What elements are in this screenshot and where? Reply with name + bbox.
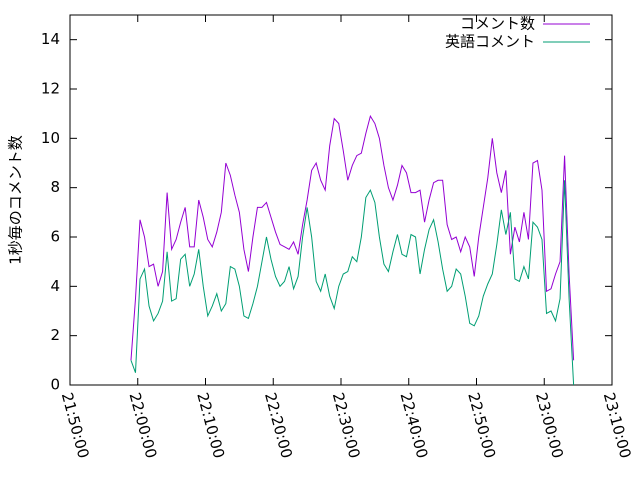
y-tick-label: 14 <box>41 30 60 48</box>
series-line <box>130 114 575 361</box>
x-tick-label: 22:40:00 <box>397 391 432 461</box>
x-tick-label: 22:30:00 <box>329 391 364 461</box>
x-tick-label: 23:00:00 <box>532 391 567 461</box>
y-tick-label: 6 <box>50 228 60 246</box>
y-tick-label: 12 <box>41 80 60 98</box>
x-tick-label: 22:50:00 <box>464 391 499 461</box>
series-line <box>130 180 575 386</box>
y-tick-label: 10 <box>41 129 60 147</box>
x-tick-label: 22:20:00 <box>261 391 296 461</box>
x-tick-label: 22:00:00 <box>126 391 161 461</box>
legend-label: 英語コメント <box>445 33 535 51</box>
y-tick-label: 0 <box>50 376 60 394</box>
x-tick-label: 22:10:00 <box>193 391 228 461</box>
x-tick-label: 23:10:00 <box>600 391 635 461</box>
y-tick-label: 4 <box>50 277 60 295</box>
y-tick-label: 8 <box>50 178 60 196</box>
legend-label: コメント数 <box>460 15 535 33</box>
x-tick-label: 21:50:00 <box>58 391 93 461</box>
y-axis-label: 1秒毎のコメント数 <box>7 135 25 265</box>
y-tick-label: 2 <box>50 326 60 344</box>
